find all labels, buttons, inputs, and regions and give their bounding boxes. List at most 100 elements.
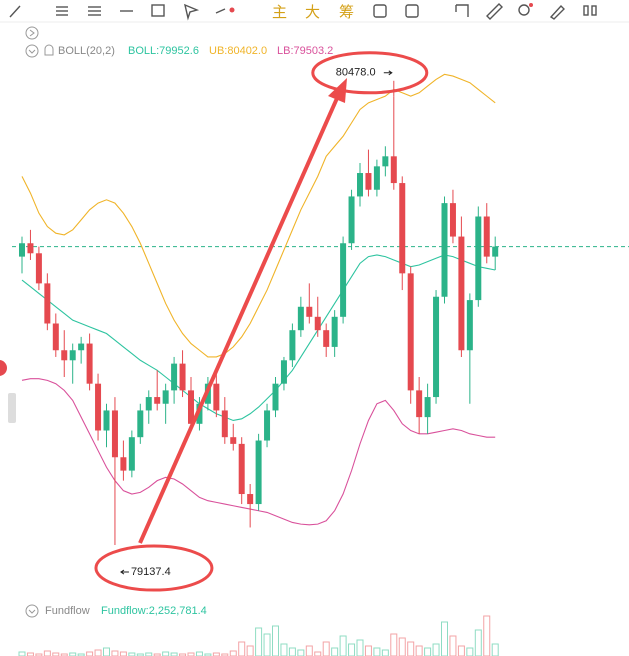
candle-body bbox=[171, 363, 178, 391]
collapse-button[interactable] bbox=[25, 26, 39, 40]
indicator-toggle[interactable] bbox=[25, 44, 39, 58]
tool-formula[interactable] bbox=[373, 4, 387, 18]
candle-body bbox=[382, 156, 389, 167]
candle-body bbox=[441, 203, 448, 297]
lb-value: LB:79503.2 bbox=[277, 45, 333, 57]
candle-body bbox=[221, 410, 228, 438]
candle-body bbox=[120, 457, 127, 471]
fundflow-bar bbox=[255, 627, 263, 656]
candle-body bbox=[348, 196, 355, 244]
fundflow-bar bbox=[212, 652, 220, 656]
fundflow-bar bbox=[77, 653, 85, 656]
tool-ruler[interactable] bbox=[486, 3, 503, 20]
candle-body bbox=[416, 390, 423, 418]
toolbar-button[interactable]: 主 bbox=[272, 4, 287, 21]
edge-marker[interactable] bbox=[0, 360, 7, 376]
candle-body bbox=[433, 296, 440, 398]
fundflow-value: Fundflow:2,252,781.4 bbox=[101, 605, 207, 617]
annotation-label: 80478.0 bbox=[336, 67, 376, 79]
indicator-name: BOLL(20,2) bbox=[58, 45, 115, 57]
fundflow-bar bbox=[136, 653, 144, 656]
boll-line bbox=[21, 254, 496, 422]
fundflow-toggle-icon bbox=[28, 609, 36, 614]
candle-body bbox=[154, 397, 161, 404]
tool-rect[interactable] bbox=[151, 4, 165, 17]
fundflow-bar bbox=[280, 643, 288, 656]
alert-icon[interactable] bbox=[44, 44, 54, 56]
candle-body bbox=[373, 166, 380, 190]
candle-body bbox=[323, 330, 330, 347]
fundflow-bar bbox=[356, 639, 364, 656]
fundflow-bar bbox=[179, 653, 187, 656]
candle-body bbox=[61, 350, 68, 361]
candle-body bbox=[230, 437, 237, 444]
candle-body bbox=[103, 410, 110, 431]
fundflow-bar bbox=[407, 641, 415, 656]
fundflow-bar bbox=[170, 652, 178, 656]
boll-value: BOLL:79952.6 bbox=[128, 45, 199, 57]
candle-body bbox=[111, 410, 118, 458]
fundflow-bar bbox=[26, 652, 34, 656]
fundflow-bar bbox=[221, 653, 229, 656]
candle-body bbox=[280, 360, 287, 384]
fundflow-bar bbox=[35, 653, 43, 656]
candle-body bbox=[238, 443, 245, 495]
fundflow-bar bbox=[483, 615, 491, 656]
fundflow-bar bbox=[297, 649, 305, 656]
tool-dot bbox=[529, 3, 533, 7]
candle-body bbox=[69, 350, 76, 361]
tool-eraser[interactable] bbox=[549, 4, 565, 20]
tool-adjust[interactable] bbox=[405, 4, 419, 18]
candle-body bbox=[492, 246, 499, 257]
candle-body bbox=[78, 343, 85, 351]
candle-body bbox=[399, 183, 406, 274]
collapse-icon bbox=[29, 29, 35, 37]
fundflow-bar bbox=[204, 653, 212, 656]
tool-zoom[interactable] bbox=[518, 4, 530, 16]
candle-body bbox=[458, 236, 465, 351]
fundflow-bar bbox=[339, 635, 347, 656]
fundflow-bar bbox=[390, 633, 398, 656]
candle-body bbox=[449, 203, 456, 237]
fundflow-bar bbox=[111, 650, 119, 656]
fundflow-toggle[interactable] bbox=[25, 604, 39, 618]
fundflow-bar bbox=[398, 637, 406, 656]
tool-parallel[interactable] bbox=[88, 6, 101, 16]
fundflow-bar bbox=[305, 645, 313, 656]
annotation-label: 79137.4 bbox=[131, 566, 171, 578]
ub-value: UB:80402.0 bbox=[209, 45, 267, 57]
fundflow-bar bbox=[187, 652, 195, 656]
tool-candle[interactable] bbox=[583, 5, 597, 16]
tool-more[interactable] bbox=[215, 8, 226, 14]
fundflow-bar bbox=[272, 625, 279, 656]
candle-body bbox=[52, 323, 59, 351]
fundflow-bar bbox=[43, 650, 51, 656]
toolbar-button[interactable]: 筹 bbox=[339, 4, 354, 21]
side-tab[interactable] bbox=[8, 393, 16, 423]
fundflow-bar bbox=[364, 645, 372, 656]
candle-body bbox=[466, 300, 473, 351]
candle-body bbox=[424, 397, 431, 418]
fundflow-bar bbox=[162, 651, 170, 656]
fundflow-bar bbox=[195, 651, 203, 656]
candle-body bbox=[162, 390, 169, 404]
candle-body bbox=[95, 383, 102, 431]
tool-line[interactable] bbox=[9, 5, 21, 18]
fundflow-bar bbox=[119, 651, 127, 656]
candle-body bbox=[188, 390, 194, 424]
indicator-toggle-icon bbox=[28, 49, 36, 54]
candle-body bbox=[272, 383, 279, 411]
toolbar-button[interactable]: 大 bbox=[305, 4, 320, 21]
annotation-ellipse bbox=[94, 544, 214, 592]
tool-mark[interactable] bbox=[455, 4, 469, 17]
fundflow-bar bbox=[103, 647, 110, 656]
fundflow-bar bbox=[69, 652, 77, 656]
fundflow-bar bbox=[229, 650, 237, 656]
fundflow-bar bbox=[314, 651, 322, 656]
candle-body bbox=[340, 243, 347, 317]
fundflow-bar bbox=[322, 641, 330, 656]
tool-hlines[interactable] bbox=[56, 6, 68, 16]
fundflow-bar bbox=[381, 649, 389, 656]
fundflow-bar bbox=[441, 621, 448, 656]
tool-pen[interactable] bbox=[184, 3, 200, 21]
